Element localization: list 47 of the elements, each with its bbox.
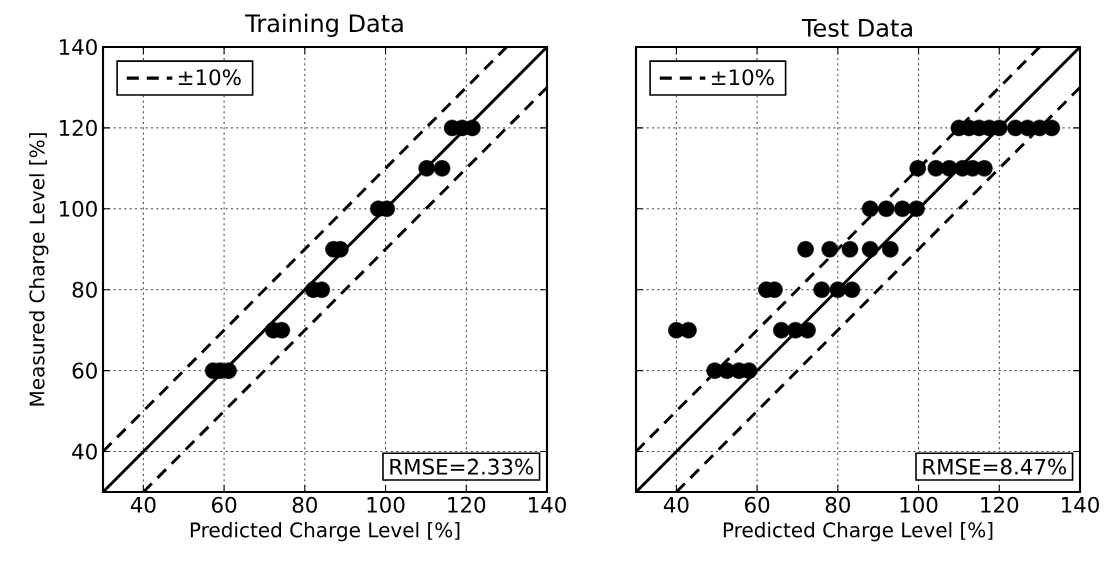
point bbox=[680, 321, 697, 339]
point bbox=[418, 160, 435, 177]
x-tick-label: 40 bbox=[130, 496, 156, 513]
x-axis-title: Predicted Charge Level [%] bbox=[723, 522, 993, 542]
x-tick-label: 80 bbox=[292, 496, 317, 513]
point bbox=[882, 241, 899, 258]
annotation: RMSE=8.47% bbox=[923, 458, 1067, 475]
point bbox=[829, 281, 847, 298]
annotation: RMSE=2.33% bbox=[390, 458, 534, 475]
point bbox=[861, 241, 879, 258]
point bbox=[797, 241, 814, 258]
y-axis-title: Measured Charge Level [%] bbox=[29, 133, 49, 406]
point bbox=[813, 281, 830, 298]
point bbox=[773, 321, 790, 339]
x-tick-label: 120 bbox=[981, 496, 1019, 513]
x-tick-label: 80 bbox=[825, 496, 850, 513]
y-tick-label: 140 bbox=[59, 38, 97, 56]
y-tick-label: 120 bbox=[59, 119, 97, 136]
point bbox=[908, 200, 925, 218]
point bbox=[821, 241, 839, 258]
point bbox=[843, 281, 861, 298]
x-tick-label: 100 bbox=[367, 496, 405, 513]
x-tick-label: 140 bbox=[1062, 496, 1099, 513]
point bbox=[841, 241, 859, 258]
x-axis-title: Predicted Charge Level [%] bbox=[190, 522, 460, 542]
chart-title: Test Data bbox=[801, 19, 912, 37]
point bbox=[1043, 119, 1061, 137]
y-tick-label: 80 bbox=[72, 281, 97, 298]
x-tick-label: 120 bbox=[448, 496, 486, 513]
point bbox=[878, 200, 895, 218]
y-tick-label: 60 bbox=[72, 362, 97, 379]
x-tick-label: 100 bbox=[900, 496, 938, 513]
point bbox=[433, 160, 451, 177]
point bbox=[799, 321, 816, 339]
x-tick-label: 60 bbox=[212, 496, 237, 513]
y-tick-label: 40 bbox=[72, 443, 97, 460]
legend-label: ±10% bbox=[178, 69, 241, 86]
x-tick-label: 140 bbox=[528, 496, 566, 513]
chart-title: Training Data bbox=[245, 13, 403, 37]
point bbox=[976, 160, 993, 177]
x-tick-label: 60 bbox=[745, 496, 770, 513]
point bbox=[894, 200, 911, 218]
point bbox=[909, 160, 927, 177]
point bbox=[861, 200, 879, 218]
x-tick-label: 40 bbox=[663, 496, 689, 513]
legend-label: ±10% bbox=[711, 69, 774, 86]
y-tick-label: 100 bbox=[59, 200, 97, 217]
